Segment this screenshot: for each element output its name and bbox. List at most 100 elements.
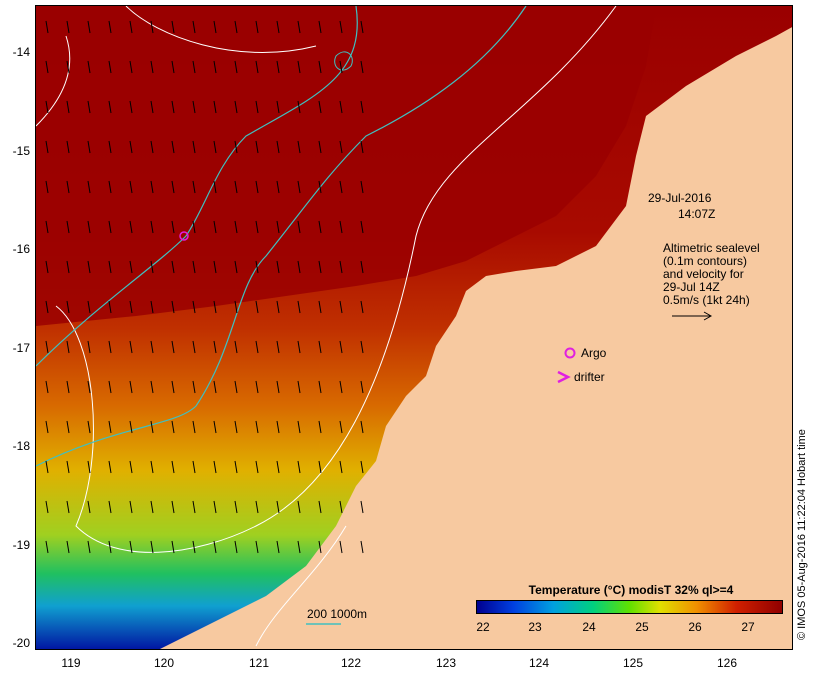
velocity-arrow [87, 60, 91, 74]
velocity-arrow [87, 380, 91, 394]
velocity-arrow [45, 460, 49, 474]
velocity-arrow [87, 20, 91, 34]
velocity-arrow [108, 500, 112, 514]
velocity-arrow [87, 460, 91, 474]
velocity-arrow [87, 420, 91, 434]
velocity-arrow [66, 380, 70, 394]
velocity-arrow [297, 20, 301, 34]
velocity-arrow [213, 460, 217, 474]
velocity-arrow [234, 340, 238, 354]
velocity-arrow [129, 20, 133, 34]
velocity-arrow [150, 180, 154, 194]
velocity-arrow [192, 100, 196, 114]
velocity-arrow [318, 420, 322, 434]
velocity-arrow [276, 20, 280, 34]
velocity-arrow [171, 340, 175, 354]
velocity-arrow [87, 100, 91, 114]
velocity-arrow [45, 500, 49, 514]
description-line-3: and velocity for [663, 267, 744, 281]
velocity-arrow [255, 100, 259, 114]
velocity-arrow [255, 340, 259, 354]
date-label: 29-Jul-2016 [648, 191, 712, 205]
bathymetry-contour [334, 51, 353, 71]
velocity-arrow [171, 140, 175, 154]
velocity-arrow [297, 260, 301, 274]
velocity-arrow [45, 20, 49, 34]
velocity-arrow [297, 60, 301, 74]
velocity-arrow [87, 340, 91, 354]
velocity-arrow [129, 500, 133, 514]
velocity-arrow [171, 460, 175, 474]
description-line-2: (0.1m contours) [663, 254, 748, 268]
velocity-arrow [66, 60, 70, 74]
velocity-arrow [108, 340, 112, 354]
velocity-arrow [171, 60, 175, 74]
velocity-arrow [213, 100, 217, 114]
sealevel-contour [255, 525, 347, 647]
time-label: 14:07Z [678, 207, 716, 221]
velocity-arrow [87, 300, 91, 314]
velocity-arrow [129, 100, 133, 114]
velocity-arrow [192, 180, 196, 194]
description-line-4: 29-Jul 14Z [663, 280, 720, 294]
velocity-arrow [276, 460, 280, 474]
velocity-arrow [192, 20, 196, 34]
lon-label: 124 [528, 656, 550, 670]
velocity-arrow [108, 420, 112, 434]
velocity-arrow [108, 220, 112, 234]
velocity-arrow [234, 260, 238, 274]
velocity-arrow [276, 180, 280, 194]
velocity-arrow [129, 60, 133, 74]
lon-label: 123 [435, 656, 457, 670]
velocity-arrow [108, 100, 112, 114]
velocity-arrow [150, 100, 154, 114]
velocity-arrow [213, 60, 217, 74]
lat-label: -16 [12, 242, 30, 256]
velocity-arrow [150, 460, 154, 474]
velocity-arrow [318, 140, 322, 154]
sealevel-contour [125, 6, 317, 53]
velocity-arrow [234, 380, 238, 394]
velocity-arrow [318, 540, 322, 554]
velocity-arrow [234, 500, 238, 514]
velocity-arrow [360, 20, 364, 34]
velocity-arrow [360, 180, 364, 194]
velocity-arrow [297, 460, 301, 474]
velocity-arrow [129, 140, 133, 154]
velocity-arrow [150, 500, 154, 514]
velocity-arrow [255, 420, 259, 434]
colorbar-tick: 24 [582, 620, 596, 634]
velocity-arrow [192, 500, 196, 514]
velocity-arrow [45, 300, 49, 314]
velocity-arrow [45, 60, 49, 74]
velocity-arrow [276, 220, 280, 234]
velocity-arrow [66, 460, 70, 474]
velocity-arrow [150, 540, 154, 554]
velocity-arrow [360, 500, 364, 514]
velocity-arrow [297, 100, 301, 114]
velocity-arrow [45, 100, 49, 114]
velocity-arrow [318, 380, 322, 394]
colorbar [476, 600, 783, 614]
velocity-arrow [339, 380, 343, 394]
velocity-arrow [129, 220, 133, 234]
velocity-arrow [66, 20, 70, 34]
velocity-arrow [129, 300, 133, 314]
map-panel: 29-Jul-2016 14:07Z Altimetric sealevel (… [35, 5, 793, 650]
lon-label: 121 [248, 656, 270, 670]
velocity-arrow [339, 20, 343, 34]
velocity-arrow [213, 260, 217, 274]
lon-label: 126 [716, 656, 738, 670]
velocity-arrow [192, 380, 196, 394]
velocity-arrow [45, 220, 49, 234]
velocity-arrow [150, 140, 154, 154]
velocity-arrow [150, 420, 154, 434]
velocity-arrow [297, 300, 301, 314]
velocity-arrow [192, 300, 196, 314]
velocity-arrow [129, 460, 133, 474]
velocity-arrow [213, 140, 217, 154]
velocity-arrow [108, 460, 112, 474]
colorbar-tick: 26 [688, 620, 702, 634]
velocity-arrow [339, 300, 343, 314]
velocity-arrow [171, 180, 175, 194]
